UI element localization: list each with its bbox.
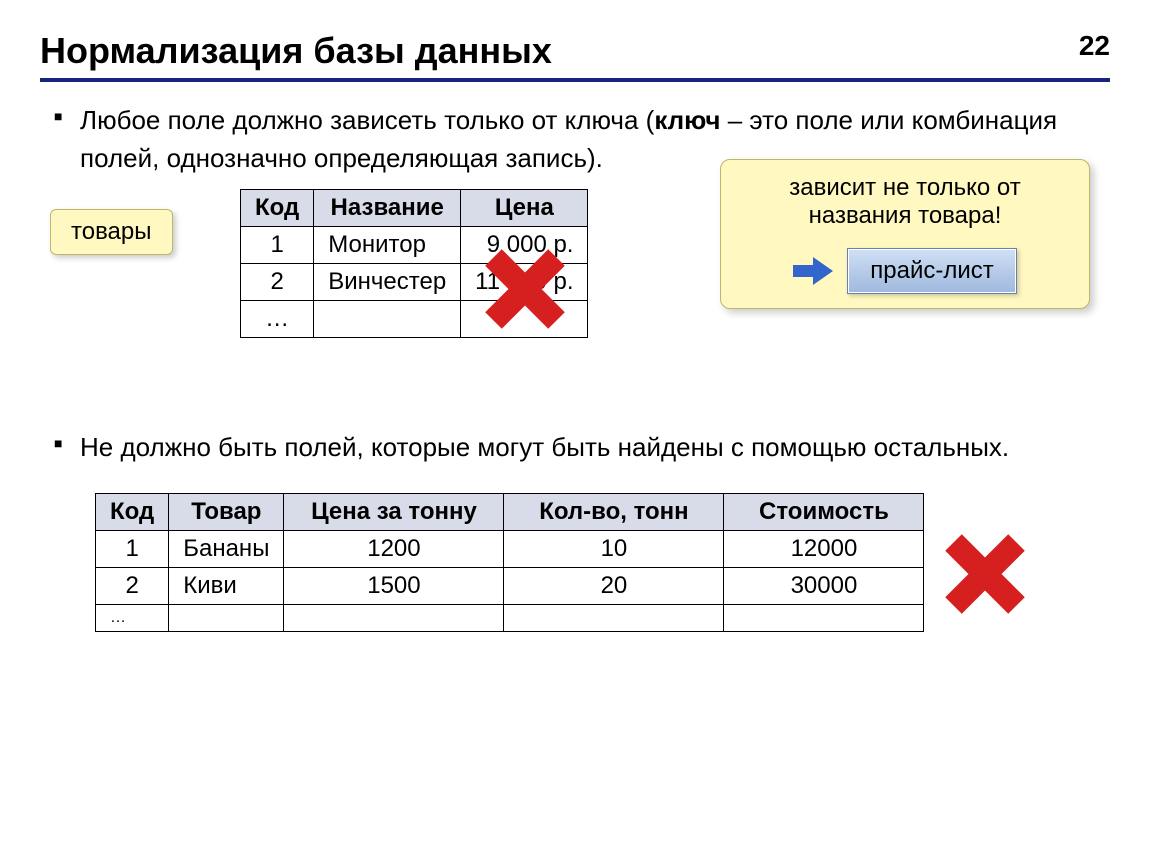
t2-h4: Стоимость [724,494,924,531]
bullet1-pre: Любое поле должно зависеть только от клю… [80,105,654,135]
bullet1-bold: ключ [654,105,720,135]
cell: 20 [504,568,724,605]
arrow-right-icon [793,257,833,285]
t2-h0: Код [96,494,169,531]
page-title: Нормализация базы данных [40,30,1110,72]
table-row: 2 Винчестер 11 000 р. [241,264,588,301]
cell: 10 [504,531,724,568]
t2-h2: Цена за тонну [284,494,504,531]
row-tables-1: товары Код Название Цена 1 Монитор 9 000… [40,189,1110,419]
cell [314,301,461,338]
table-row: 1 Монитор 9 000 р. [241,227,588,264]
cell [461,301,588,338]
page-number: 22 [1079,30,1110,62]
t2-h1: Товар [169,494,284,531]
cell: 1200 [284,531,504,568]
title-rule [40,78,1110,82]
table-row: … [241,301,588,338]
cell: Бананы [169,531,284,568]
t1-h2: Цена [461,190,588,227]
callout-text: зависит не только от названия товара! [741,174,1069,230]
cell [504,605,724,632]
cell: 1500 [284,568,504,605]
cell [724,605,924,632]
table-products: Код Название Цена 1 Монитор 9 000 р. 2 В… [240,189,588,338]
cell [169,605,284,632]
cell: Киви [169,568,284,605]
table-row: 2 Киви 1500 20 30000 [96,568,924,605]
table-row: … [96,605,924,632]
cell: 1 [241,227,314,264]
table-row: 1 Бананы 1200 10 12000 [96,531,924,568]
t1-h0: Код [241,190,314,227]
t1-h1: Название [314,190,461,227]
cell: … [241,301,314,338]
cell: Монитор [314,227,461,264]
callout-box: зависит не только от названия товара! пр… [720,159,1090,309]
cell: … [96,605,169,632]
cell: 30000 [724,568,924,605]
row-tables-2: Код Товар Цена за тонну Кол-во, тонн Сто… [40,479,1110,679]
cross-icon [940,529,1030,619]
cell: Винчестер [314,264,461,301]
cell: 9 000 р. [461,227,588,264]
cell: 1 [96,531,169,568]
label-products: товары [50,209,173,255]
table-orders: Код Товар Цена за тонну Кол-во, тонн Сто… [95,493,924,632]
cell: 11 000 р. [461,264,588,301]
cell: 2 [96,568,169,605]
bullet-2: Не должно быть полей, которые могут быть… [40,429,1110,467]
t2-h3: Кол-во, тонн [504,494,724,531]
cell: 12000 [724,531,924,568]
pricelist-button[interactable]: прайс-лист [847,248,1017,294]
cell: 2 [241,264,314,301]
cell [284,605,504,632]
